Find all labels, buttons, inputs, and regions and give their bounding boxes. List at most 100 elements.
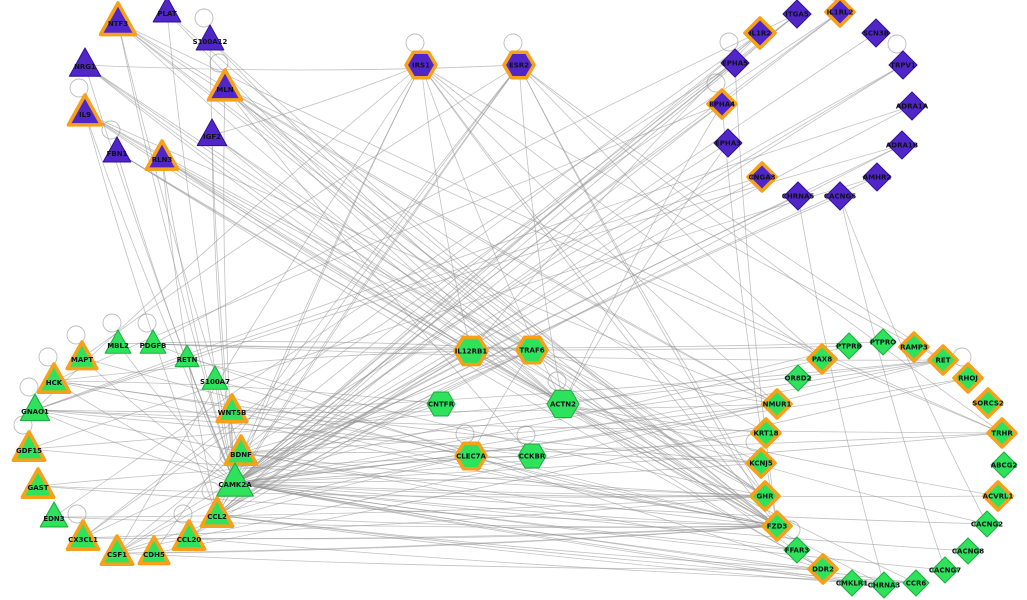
node-IL9[interactable]: IL9 (66, 93, 104, 127)
node-CDH5[interactable]: CDH5 (137, 535, 171, 566)
edge-NTF3-TRHR[interactable] (117, 21, 1003, 434)
node-CSF1[interactable]: CSF1 (99, 534, 135, 567)
edge-MAPT-CAMK2A[interactable] (81, 357, 236, 484)
edge-S100A12-TRAF6[interactable] (209, 39, 533, 351)
node-ADRA1B[interactable]: ADRA1B (886, 130, 918, 160)
edge-CSF1-DDR2[interactable] (116, 552, 824, 570)
edge-MLN-GHR[interactable] (224, 87, 766, 497)
edge-ESR2-ACTN2[interactable] (518, 64, 564, 405)
node-CACNG5[interactable]: CACNG5 (824, 181, 856, 211)
node-PAX8[interactable]: PAX8 (806, 343, 838, 375)
self-loop-MBL2[interactable] (102, 313, 122, 333)
edge-CHRNA5-CHRNA3[interactable] (797, 195, 885, 586)
node-ABCG2[interactable]: ABCG2 (990, 451, 1018, 479)
edge-RETN-GHR[interactable] (186, 357, 766, 497)
edge-S100A7-FZD3[interactable] (214, 379, 778, 527)
edge-ESR2-PAX8[interactable] (518, 64, 823, 360)
edge-CAMK2A-TRHR[interactable] (234, 432, 1003, 484)
edge-EDN3-GHR[interactable] (53, 495, 766, 518)
edge-RLN3-CCL2[interactable] (161, 157, 218, 516)
self-loop-MAPT[interactable] (66, 325, 86, 345)
edge-MAPT-FZD3[interactable] (81, 357, 778, 527)
node-EPHA4[interactable]: EPHA4 (706, 88, 738, 120)
edge-IL9-NMUR1[interactable] (84, 112, 778, 405)
edge-GNAO1-FFAR3[interactable] (34, 409, 798, 551)
self-loop-S100A12[interactable] (194, 8, 214, 28)
edge-PDGFB-PTPRB[interactable] (152, 343, 850, 351)
node-CACNG8[interactable]: CACNG8 (952, 537, 984, 565)
edge-CCL20-CCR6[interactable] (188, 537, 917, 584)
edge-CHRNA5-CAMK2A[interactable] (234, 195, 799, 484)
node-ACVRL1[interactable]: ACVRL1 (982, 480, 1014, 512)
node-NRG1[interactable]: NRG1 (68, 47, 102, 77)
node-GAST[interactable]: GAST (20, 467, 56, 500)
edge-ACTN2-CAMK2A[interactable] (234, 403, 564, 484)
edge-GAST-FZD3[interactable] (37, 485, 778, 527)
self-loop-PDGFB[interactable] (137, 313, 157, 333)
edge-EPHA5-EDN3[interactable] (53, 62, 736, 518)
node-CNGA3[interactable]: CNGA3 (746, 161, 778, 193)
edge-MLN-ACTN2[interactable] (224, 87, 564, 405)
edge-MLN-TRHR[interactable] (224, 87, 1003, 434)
edge-ESR2-MAPT[interactable] (81, 64, 520, 359)
edge-IRS1-RET[interactable] (420, 64, 944, 361)
edge-IL12RB1-HCK[interactable] (53, 350, 472, 382)
self-loop-IRS1[interactable] (405, 33, 425, 53)
node-RLN3[interactable]: RLN3 (144, 139, 180, 172)
self-loop-MLN[interactable] (209, 53, 229, 73)
edge-MLN-TRAF6[interactable] (224, 87, 533, 351)
edge-BDNF-NMUR1[interactable] (240, 403, 778, 454)
edge-CACNG5-CACNG7[interactable] (839, 195, 946, 571)
node-RET[interactable]: RET (927, 344, 959, 376)
edge-BDNF-TRHR[interactable] (240, 432, 1003, 454)
edge-NRG1-ESR2[interactable] (84, 64, 520, 71)
edge-PLAT-ACTN2[interactable] (166, 11, 564, 405)
node-RAMP3[interactable]: RAMP3 (898, 331, 930, 363)
edge-S100A12-FZD3[interactable] (209, 39, 778, 527)
edge-CDH5-FZD3[interactable] (153, 525, 778, 554)
self-loop-GNAO1[interactable] (19, 377, 39, 397)
node-IL12RB1[interactable]: IL12RB1 (453, 335, 489, 367)
edge-CAMK2A-RET[interactable] (234, 359, 944, 484)
node-ESR2[interactable]: ESR2 (502, 50, 536, 80)
self-loop-FBN1[interactable] (101, 120, 121, 140)
edge-TRAF6-CX3CL1[interactable] (82, 349, 533, 539)
edge-GDF15-GHR[interactable] (28, 448, 766, 497)
edge-CAMK2A-CACNG7[interactable] (234, 482, 946, 571)
edge-NRG1-ACTN2[interactable] (84, 64, 564, 405)
edge-CAMK2A-RHOJ[interactable] (234, 377, 969, 484)
node-CLEC7A[interactable]: CLEC7A (454, 441, 488, 471)
node-NTF3[interactable]: NTF3 (98, 1, 138, 37)
node-CACNG7[interactable]: CACNG7 (929, 556, 961, 584)
edge-CAMK2A-KRT18[interactable] (234, 432, 767, 484)
node-AMHR2[interactable]: AMHR2 (862, 162, 892, 192)
node-SCN3B[interactable]: SCN3B (861, 18, 891, 48)
edge-ESR2-CAMK2A[interactable] (234, 64, 520, 484)
self-loop-CCL20[interactable] (173, 504, 193, 524)
node-OR8D2[interactable]: OR8D2 (784, 364, 812, 392)
edge-EPHA3-CAMK2A[interactable] (234, 142, 729, 484)
edge-EDN3-FZD3[interactable] (53, 516, 778, 528)
edge-PLAT-FZD3[interactable] (166, 11, 778, 527)
node-CX3CL1[interactable]: CX3CL1 (65, 519, 101, 552)
edge-TRAF6-CCL2[interactable] (216, 349, 533, 516)
self-loop-HCK[interactable] (38, 347, 58, 367)
edge-CNTFR-HCK[interactable] (53, 380, 442, 405)
edge-IGF2-ACTN2[interactable] (211, 134, 564, 405)
node-CHRNA5[interactable]: CHRNA5 (782, 181, 815, 211)
edge-GNAO1-NMUR1[interactable] (34, 403, 778, 413)
node-TRHR[interactable]: TRHR (986, 417, 1018, 449)
edge-EPHA5-CAMK2A[interactable] (234, 62, 736, 484)
node-ADRA1A[interactable]: ADRA1A (896, 91, 929, 121)
edge-CAMK2A-ACVRL1[interactable] (234, 482, 999, 498)
edge-IL9-CCL2[interactable] (84, 112, 218, 516)
edge-CNGA3-GNAO1[interactable] (34, 176, 763, 411)
edge-ADRA1A-GNAO1[interactable] (34, 105, 913, 411)
edge-ITGA5-CSF1[interactable] (116, 13, 798, 554)
edge-EPHA3-ACTN2[interactable] (562, 142, 729, 405)
edge-CACNG5-CAMK2A[interactable] (234, 195, 841, 484)
node-EDN3[interactable]: EDN3 (39, 501, 69, 528)
edge-CAMK2A-KCNJ5[interactable] (234, 462, 762, 484)
node-GHR[interactable]: GHR (749, 480, 781, 512)
